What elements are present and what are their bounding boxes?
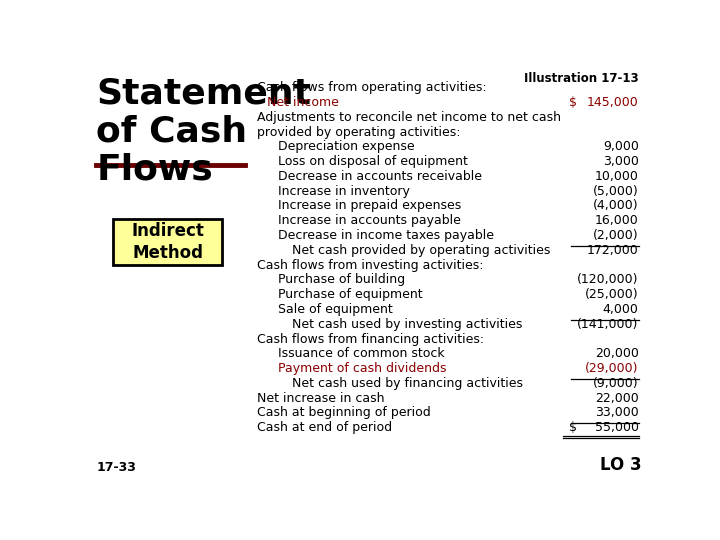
Text: 20,000: 20,000 [595, 347, 639, 360]
Text: $: $ [569, 421, 577, 434]
Text: 55,000: 55,000 [595, 421, 639, 434]
Text: (141,000): (141,000) [577, 318, 639, 331]
Text: 4,000: 4,000 [603, 303, 639, 316]
Text: Indirect
Method: Indirect Method [131, 222, 204, 262]
Text: 17-33: 17-33 [96, 462, 136, 475]
Text: 3,000: 3,000 [603, 155, 639, 168]
Text: Cash flows from operating activities:: Cash flows from operating activities: [256, 81, 486, 94]
Text: Illustration 17-13: Illustration 17-13 [524, 72, 639, 85]
Text: Cash flows from investing activities:: Cash flows from investing activities: [256, 259, 483, 272]
Text: (120,000): (120,000) [577, 273, 639, 286]
Text: Net cash used by financing activities: Net cash used by financing activities [292, 377, 523, 390]
Text: Cash at beginning of period: Cash at beginning of period [256, 407, 431, 420]
Text: Net increase in cash: Net increase in cash [256, 392, 384, 404]
Text: (25,000): (25,000) [585, 288, 639, 301]
Text: LO 3: LO 3 [600, 456, 642, 475]
Text: Sale of equipment: Sale of equipment [279, 303, 393, 316]
Text: provided by operating activities:: provided by operating activities: [256, 126, 460, 139]
Text: Net cash provided by operating activities: Net cash provided by operating activitie… [292, 244, 550, 257]
Text: (29,000): (29,000) [585, 362, 639, 375]
Text: (4,000): (4,000) [593, 199, 639, 212]
Text: Adjustments to reconcile net income to net cash: Adjustments to reconcile net income to n… [256, 111, 561, 124]
Text: 22,000: 22,000 [595, 392, 639, 404]
Text: Cash at end of period: Cash at end of period [256, 421, 392, 434]
Text: $: $ [569, 96, 577, 109]
Text: Cash flows from financing activities:: Cash flows from financing activities: [256, 333, 484, 346]
Text: Depreciation expense: Depreciation expense [279, 140, 415, 153]
Text: Increase in accounts payable: Increase in accounts payable [279, 214, 462, 227]
Text: Increase in inventory: Increase in inventory [279, 185, 410, 198]
Text: 10,000: 10,000 [595, 170, 639, 183]
Text: Net income: Net income [267, 96, 339, 109]
Text: Increase in prepaid expenses: Increase in prepaid expenses [279, 199, 462, 212]
Text: Payment of cash dividends: Payment of cash dividends [279, 362, 447, 375]
Text: 145,000: 145,000 [587, 96, 639, 109]
Text: Issuance of common stock: Issuance of common stock [279, 347, 445, 360]
Text: (5,000): (5,000) [593, 185, 639, 198]
Text: Purchase of equipment: Purchase of equipment [279, 288, 423, 301]
Text: 172,000: 172,000 [587, 244, 639, 257]
Text: Decrease in accounts receivable: Decrease in accounts receivable [279, 170, 482, 183]
Text: Purchase of building: Purchase of building [279, 273, 405, 286]
Text: Decrease in income taxes payable: Decrease in income taxes payable [279, 229, 495, 242]
Text: 16,000: 16,000 [595, 214, 639, 227]
FancyBboxPatch shape [113, 219, 222, 265]
Text: Statement
of Cash
Flows: Statement of Cash Flows [96, 76, 311, 186]
Text: (2,000): (2,000) [593, 229, 639, 242]
Text: Loss on disposal of equipment: Loss on disposal of equipment [279, 155, 468, 168]
Text: (9,000): (9,000) [593, 377, 639, 390]
Text: 9,000: 9,000 [603, 140, 639, 153]
Text: Net cash used by investing activities: Net cash used by investing activities [292, 318, 522, 331]
Text: 33,000: 33,000 [595, 407, 639, 420]
